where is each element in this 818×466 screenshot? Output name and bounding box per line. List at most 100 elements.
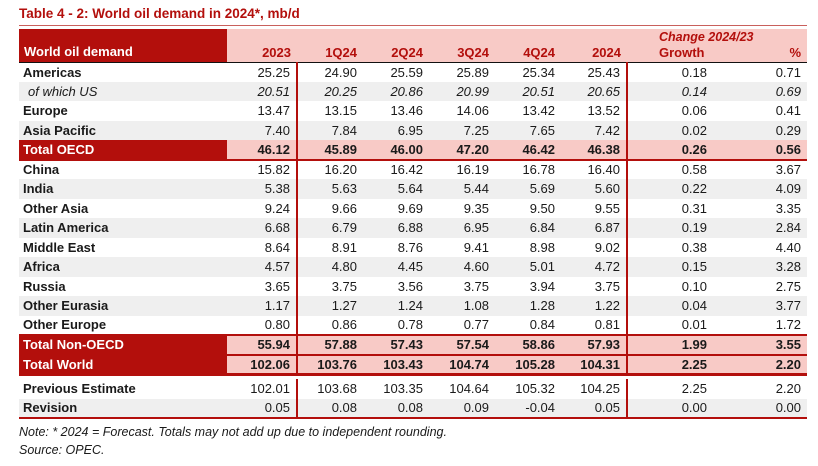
row-label: Total World [19,354,227,376]
column-header: Growth [627,44,713,63]
table-row: Africa 4.57 4.80 4.45 4.60 5.01 4.72 0.15 3.28 [19,257,807,277]
value-cell: 46.12 [227,140,298,161]
table-title: Table 4 - 2: World oil demand in 2024*, … [19,5,807,26]
value-cell: 9.41 [463,239,489,255]
value-cell: 8.91 [331,239,357,255]
value-cell: 9.55 [561,198,628,218]
value-cell: 105.32 [515,381,555,397]
table-row: Other Asia 9.24 9.66 9.69 9.35 9.50 9.55 0.31 3.… [19,198,807,218]
spacer-row [19,374,807,379]
value-cell: 3.75 [331,278,357,294]
value-cell: 1.08 [429,296,495,316]
value-cell: 2.84 [713,218,807,238]
table-row: Previous Estimate 102.01 103.68 103.35 104.6… [19,379,807,399]
value-cell: 8.76 [397,239,423,255]
row-label: Africa [19,257,227,277]
value-cell: 7.25 [429,120,495,140]
value-cell: 0.05 [561,398,628,419]
table-header: World oil demand Change 2024/23 2023 1Q24… [19,29,807,63]
value-cell: 0.78 [397,317,423,333]
value-cell: 0.02 [627,120,713,140]
value-cell: 0.10 [681,278,707,294]
table-row: Russia 3.65 3.75 3.56 3.75 3.94 3.75 0.10 2.75 [19,276,807,296]
value-cell: 13.15 [324,103,357,119]
value-cell: 13.42 [522,103,555,119]
value-cell: 15.82 [227,159,298,179]
table-row: India 5.38 5.63 5.64 5.44 5.69 5.60 0.22 4.09 [19,179,807,199]
column-header: 4Q24 [495,44,561,63]
value-cell: 0.84 [529,317,555,333]
value-cell: 3.75 [561,276,628,296]
value-cell: 0.86 [331,317,357,333]
value-cell: 5.64 [363,179,429,199]
table-row: Total Non-OECD 55.94 57.88 57.43 57.54 58.86 5… [19,334,807,356]
value-cell: 9.35 [463,200,489,216]
value-cell: 0.08 [297,398,363,419]
header-row-columns: 2023 1Q24 2Q24 3Q24 4Q24 2024 Growth% [19,44,807,63]
value-cell: 20.25 [297,81,363,101]
value-cell: 3.65 [227,276,298,296]
table-row: of which US 20.51 20.25 20.86 20.99 20.51 20.6… [19,81,807,101]
table-row: China 15.82 16.20 16.42 16.19 16.78 16.40 0.58 3… [19,159,807,179]
value-cell: 0.22 [627,179,713,199]
row-label: Europe [23,103,68,119]
value-cell: 20.51 [227,81,298,101]
value-cell: 6.87 [561,218,628,238]
row-label: Total OECD [19,140,227,161]
value-cell: 0.38 [681,239,707,255]
value-cell: 57.43 [363,334,429,356]
column-header: % [713,44,807,63]
value-cell: 16.78 [522,162,555,178]
change-header: Change 2024/23 [627,29,807,44]
value-cell: 9.66 [331,200,357,216]
value-cell: 0.15 [627,257,713,277]
value-cell: 16.20 [324,162,357,178]
value-cell: 46.42 [495,140,561,161]
value-cell: 5.01 [495,257,561,277]
value-cell: 4.45 [363,257,429,277]
header-spacer [227,29,627,44]
value-cell: 13.46 [390,103,423,119]
value-cell: 0.29 [713,120,807,140]
value-cell: 0.18 [681,64,707,80]
value-cell: 0.00 [627,398,713,419]
value-cell: 6.88 [363,218,429,238]
value-cell: 4.72 [561,257,628,277]
value-cell: 2.75 [775,278,801,294]
value-cell: 20.51 [495,81,561,101]
value-cell: 103.35 [383,381,423,397]
value-cell: 9.02 [561,237,628,257]
value-cell: 2.20 [775,381,801,397]
value-cell: 0.09 [429,398,495,419]
footnote-source: Source: OPEC. [19,443,105,457]
table-row: Other Europe 0.80 0.86 0.78 0.77 0.84 0.81 0.01… [19,315,807,335]
value-cell: 6.95 [363,120,429,140]
value-cell: 104.74 [429,354,495,376]
value-cell: 5.60 [561,179,628,199]
value-cell: 20.65 [561,81,628,101]
value-cell: 7.42 [561,120,628,140]
value-cell: 4.60 [429,257,495,277]
row-label: of which US [19,81,227,101]
value-cell: 104.25 [561,379,628,399]
value-cell: 8.64 [227,237,298,257]
value-cell: 5.44 [429,179,495,199]
value-cell: 25.89 [456,64,489,80]
column-header: 2024 [561,44,627,63]
value-cell: 57.93 [561,334,628,356]
value-cell: 3.28 [713,257,807,277]
row-label: China [23,162,60,178]
value-cell: 9.50 [529,200,555,216]
corner-header: World oil demand [19,29,227,63]
value-cell: 1.28 [495,296,561,316]
value-cell: 45.89 [297,140,363,161]
value-cell: 8.98 [529,239,555,255]
table-body: Americas 25.25 24.90 25.59 25.89 25.34 25.43 0.… [19,62,807,419]
value-cell: 103.43 [363,354,429,376]
value-cell: 102.01 [227,379,298,399]
value-cell: 16.42 [390,162,423,178]
value-cell: 104.31 [561,354,628,376]
value-cell: 0.00 [713,398,807,419]
table-row: Americas 25.25 24.90 25.59 25.89 25.34 25.43 0.… [19,62,807,82]
